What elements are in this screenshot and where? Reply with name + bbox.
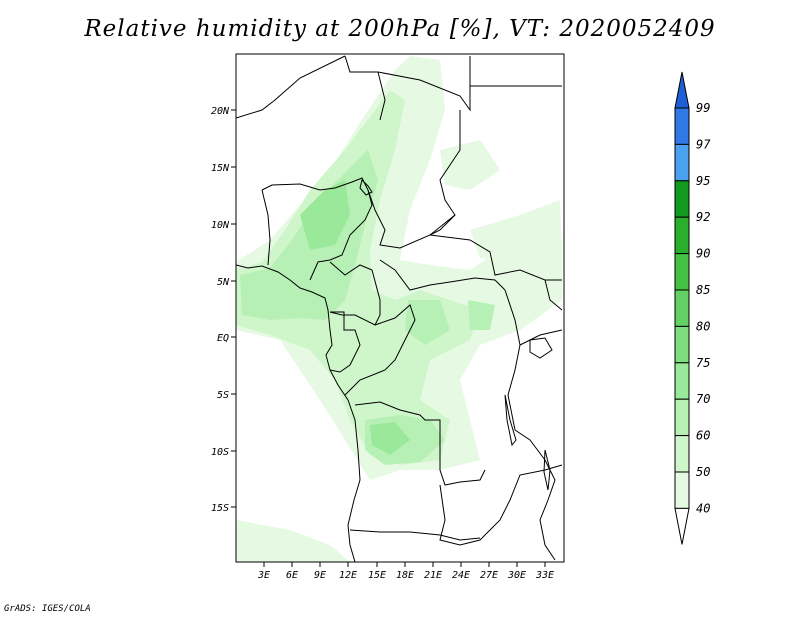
humidity-field-60c: [405, 300, 450, 345]
colorbar-segment: [674, 289, 690, 327]
colorbar-segment: [674, 435, 690, 473]
lon-label: 9E: [314, 570, 326, 581]
border-chad-east: [429, 110, 461, 236]
border-drc-east: [504, 289, 546, 461]
lake-victoria: [529, 337, 553, 359]
border-cameroon: [329, 261, 381, 326]
lon-label: 12E: [339, 570, 357, 581]
border-mozambique: [539, 459, 556, 561]
border-angola-south: [349, 529, 481, 541]
lat-label: 10N: [211, 220, 230, 231]
lon-axis: 3E 6E 9E 12E 15E 18E 21E 24E 27E 30E 33E: [257, 562, 554, 581]
border-libya-egypt: [469, 85, 562, 110]
lon-label: 33E: [535, 570, 554, 581]
colorbar-label: 80: [696, 319, 710, 333]
lat-label: 10S: [211, 447, 229, 458]
border-kenya: [544, 279, 563, 311]
border-angola: [354, 401, 486, 486]
colorbar: 99 97 95 92 90 85 80 75 70 60 50 40: [674, 71, 711, 545]
humidity-shading: [236, 56, 562, 562]
colorbar-segment: [674, 362, 690, 400]
border-zambia: [439, 464, 563, 546]
lat-label: EQ: [217, 333, 229, 344]
humidity-field-60d: [468, 300, 495, 330]
lon-label: 18E: [396, 570, 414, 581]
lat-label: 20N: [211, 106, 230, 117]
credit-text: GrADS: IGES/COLA: [4, 604, 91, 614]
lake-tanganyika: [504, 394, 517, 447]
colorbar-segment: [674, 325, 690, 364]
border-gabon: [329, 311, 361, 373]
coastline-west: [236, 264, 361, 562]
lon-label: 15E: [368, 570, 386, 581]
chart-title: Relative humidity at 200hPa [%], VT: 202…: [84, 16, 716, 42]
colorbar-segment: [674, 471, 690, 509]
lat-label: 5N: [217, 277, 230, 288]
humidity-field-40b: [236, 520, 350, 562]
border-congo: [344, 304, 416, 396]
colorbar-label: 99: [696, 101, 710, 115]
colorbar-segment: [674, 180, 690, 218]
border-benin: [261, 189, 271, 266]
lat-label: 5S: [217, 390, 229, 401]
humidity-field-70b: [370, 422, 410, 455]
lake-malawi: [543, 449, 551, 491]
lon-label: 30E: [507, 570, 526, 581]
colorbar-segment: [674, 398, 690, 437]
lon-label: 24E: [452, 570, 470, 581]
humidity-field-40d: [440, 140, 500, 190]
lon-label: 27E: [480, 570, 498, 581]
lon-label: 6E: [286, 570, 298, 581]
lon-label: 3E: [257, 570, 270, 581]
lat-axis: 20N 15N 10N 5N EQ 5S 10S 15S: [211, 106, 236, 514]
humidity-field-70: [300, 180, 350, 250]
colorbar-segment: [674, 216, 690, 255]
border-car-south: [379, 259, 506, 291]
lat-label: 15N: [211, 163, 230, 174]
colorbar-bottom-arrow: [674, 507, 690, 545]
border-niger-north: [236, 55, 346, 119]
colorbar-label: 85: [696, 283, 710, 297]
colorbar-segment: [674, 107, 690, 145]
lake-chad: [359, 179, 373, 196]
map-frame: [235, 53, 565, 563]
colorbar-segment: [674, 143, 690, 182]
colorbar-label: 40: [696, 501, 710, 515]
humidity-field-40c: [470, 200, 562, 265]
lon-label: 21E: [424, 570, 442, 581]
colorbar-label: 75: [696, 356, 710, 370]
humidity-field-50: [236, 90, 480, 465]
colorbar-label: 60: [696, 429, 710, 443]
colorbar-top-arrow: [674, 71, 690, 109]
colorbar-label: 90: [696, 247, 710, 261]
colorbar-label: 50: [696, 465, 710, 479]
colorbar-label: 95: [696, 174, 710, 188]
colorbar-label: 97: [696, 137, 711, 151]
country-borders: [236, 55, 563, 562]
border-east-africa: [519, 329, 563, 346]
humidity-field-40: [236, 56, 562, 480]
lat-label: 15S: [211, 503, 229, 514]
colorbar-label: 92: [696, 210, 710, 224]
colorbar-label: 70: [696, 392, 710, 406]
colorbar-segment: [674, 253, 690, 291]
